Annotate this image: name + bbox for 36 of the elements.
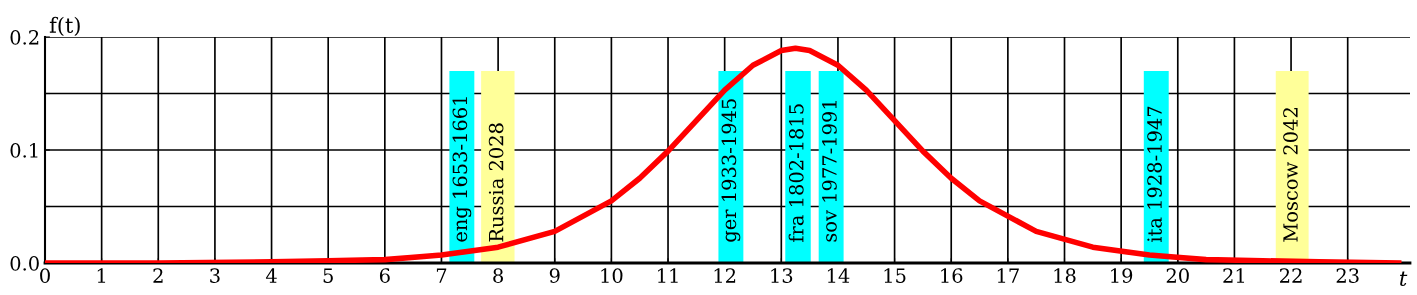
x-tick-label: 4 bbox=[265, 268, 277, 283]
x-tick-label: 20 bbox=[1166, 268, 1189, 283]
x-axis-title: t bbox=[1400, 271, 1408, 286]
x-tick-label: 2 bbox=[153, 268, 163, 283]
x-tick-label: 9 bbox=[549, 268, 560, 283]
band-label: eng 1653-1661 bbox=[452, 97, 472, 242]
band-label: ita 1928-1947 bbox=[1147, 106, 1162, 242]
x-tick-label: 11 bbox=[658, 268, 678, 283]
x-tick-label: 12 bbox=[714, 268, 736, 283]
band-label: Moscow 2042 bbox=[1283, 108, 1298, 242]
x-tick-label: 16 bbox=[941, 268, 963, 283]
x-tick-label: 10 bbox=[601, 268, 623, 283]
y-tick-label: 0.2 bbox=[10, 29, 39, 45]
x-tick-label: 17 bbox=[997, 268, 1019, 283]
band-label: sov 1977-1991 bbox=[822, 101, 837, 242]
x-tick-label: 18 bbox=[1054, 268, 1076, 283]
x-tick-label: 23 bbox=[1336, 268, 1359, 283]
band-label: fra 1802-1815 bbox=[788, 104, 804, 242]
x-tick-label: 1 bbox=[97, 268, 106, 283]
y-tick-label: 0.0 bbox=[10, 255, 39, 271]
x-tick-label: 7 bbox=[436, 268, 447, 283]
x-tick-label: 3 bbox=[210, 268, 220, 283]
x-tick-label: 6 bbox=[379, 268, 390, 283]
y-tick-label: 0.1 bbox=[10, 142, 38, 158]
x-tick-label: 22 bbox=[1280, 268, 1302, 283]
x-tick-label: 19 bbox=[1111, 268, 1133, 283]
band-label: ger 1933-1945 bbox=[721, 99, 741, 242]
band-label: Russia 2028 bbox=[488, 123, 504, 242]
x-tick-label: 8 bbox=[493, 268, 503, 283]
y-axis-title: f(t) bbox=[49, 16, 80, 36]
x-tick-label: 21 bbox=[1223, 268, 1245, 283]
x-tick-label: 15 bbox=[884, 268, 906, 283]
x-tick-label: 5 bbox=[323, 268, 333, 283]
x-tick-label: 14 bbox=[827, 268, 850, 283]
x-tick-label: 13 bbox=[771, 268, 793, 283]
x-tick-label: 0 bbox=[40, 268, 50, 283]
